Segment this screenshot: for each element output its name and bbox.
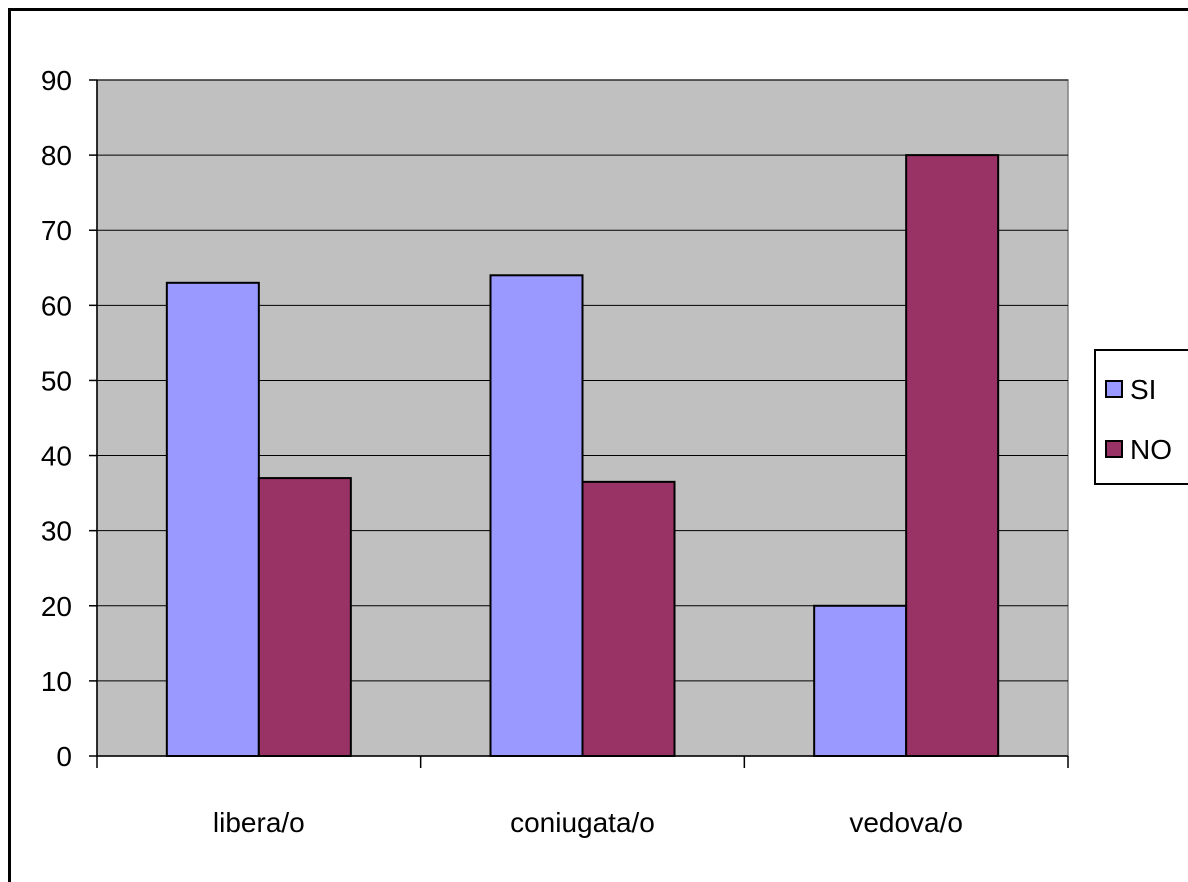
y-tick-label: 90 <box>41 65 72 96</box>
axes <box>96 80 1069 768</box>
y-tick-label: 40 <box>41 441 72 472</box>
x-category-label: vedova/o <box>849 807 963 838</box>
bar-si-1 <box>489 274 584 757</box>
x-category-label: coniugata/o <box>510 807 655 838</box>
x-axis-labels: libera/o coniugata/o vedova/o <box>213 807 963 838</box>
y-tick-label: 20 <box>41 591 72 622</box>
y-tick-label: 50 <box>41 365 72 396</box>
y-tick-label: 0 <box>56 741 72 772</box>
y-axis-ticks: 0 10 20 30 40 50 60 70 80 90 <box>41 65 97 772</box>
y-tick-label: 30 <box>41 516 72 547</box>
bar-no-2 <box>905 154 1000 758</box>
x-category-label: libera/o <box>213 807 305 838</box>
legend-label-si: SI <box>1130 374 1156 405</box>
y-tick-label: 70 <box>41 215 72 246</box>
y-tick-label: 60 <box>41 290 72 321</box>
legend-swatch-no <box>1105 440 1123 458</box>
bars <box>165 154 1000 758</box>
bar-si-0 <box>165 281 260 757</box>
legend-box <box>1094 349 1188 485</box>
bar-no-0 <box>257 477 352 757</box>
bar-no-1 <box>581 480 676 757</box>
y-tick-label: 80 <box>41 140 72 171</box>
y-tick-label: 10 <box>41 666 72 697</box>
legend: SI NO <box>1094 349 1188 485</box>
legend-swatch-si <box>1105 380 1123 398</box>
bar-si-2 <box>813 604 908 757</box>
legend-label-no: NO <box>1130 434 1172 465</box>
